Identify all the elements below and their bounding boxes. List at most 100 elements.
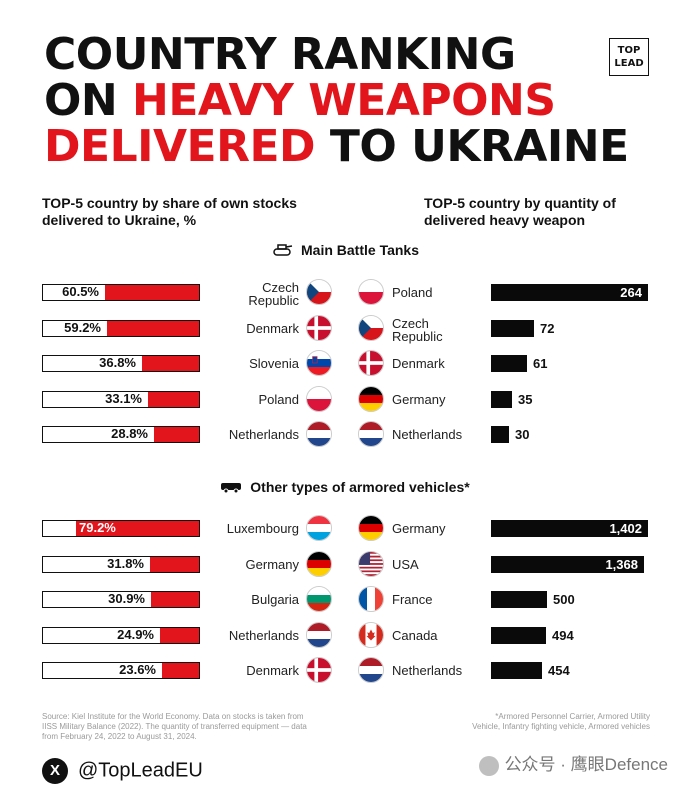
quantity-bar: [491, 626, 546, 644]
share-value-label: 60.5%: [62, 284, 99, 299]
share-country-label: Netherlands: [228, 427, 299, 442]
quantity-value-label: 35: [518, 391, 533, 407]
table-row: 79.2% Luxembourg Germany 1,402: [0, 515, 690, 541]
share-bar-frame: 60.5%: [42, 284, 200, 301]
quantity-country-label: France: [392, 592, 433, 607]
flag-fr-icon: [358, 586, 384, 612]
quantity-country-label: Denmark: [392, 356, 445, 371]
quantity-value-label: 1,368: [605, 556, 638, 572]
table-row: 31.8% Germany USA 1,368: [0, 550, 690, 577]
quantity-bar: [491, 319, 534, 337]
section-title-2: Other types of armored vehicles*: [0, 479, 690, 497]
wechat-icon: [478, 755, 499, 776]
quantity-country-line-2: Republic: [392, 328, 443, 344]
quantity-country-label: Netherlands: [392, 663, 463, 678]
footnote: *Armored Personnel Carrier, Armored Util…: [472, 712, 650, 732]
quantity-country-label: Germany: [392, 521, 446, 536]
flag-cz-icon: [358, 314, 384, 341]
share-bar: [154, 427, 199, 442]
share-country-label: Denmark: [246, 320, 299, 336]
share-bar: [142, 356, 199, 371]
share-value-label: 30.9%: [108, 591, 145, 606]
quantity-country-label: Canada: [392, 627, 438, 643]
left-subheading-line-2: delivered to Ukraine, %: [42, 212, 197, 228]
flag-us-icon: [358, 550, 384, 577]
table-row: 33.1% Poland Germany 35: [0, 385, 690, 412]
share-bar-frame: 23.6%: [42, 662, 200, 679]
share-bar-frame: 31.8%: [42, 555, 200, 573]
section-title-1: Main Battle Tanks: [0, 242, 690, 260]
quantity-value-label: 494: [552, 627, 574, 643]
section-title-text: Other types of armored vehicles*: [250, 479, 470, 495]
footnote-line-2: Vehicle, Infantry fighting vehicle, Armo…: [472, 722, 650, 731]
share-value-label: 36.8%: [99, 355, 136, 370]
toplead-logo: TOP LEAD: [609, 38, 649, 76]
share-value-label: 31.8%: [107, 555, 144, 571]
share-country-label: Czech Republic: [248, 281, 299, 307]
share-bar: [151, 592, 199, 607]
share-country-line-2: Republic: [248, 293, 299, 308]
quantity-value-label: 61: [533, 356, 548, 371]
share-bar: [162, 663, 199, 678]
page-title: COUNTRY RANKING ON HEAVY WEAPONS DELIVER…: [44, 32, 629, 170]
table-row: 36.8% Slovenia Denmark 61: [0, 350, 690, 376]
flag-de-icon: [358, 385, 384, 412]
table-row: 59.2% Denmark Czech Republic 72: [0, 314, 690, 343]
quantity-value-label: 30: [515, 427, 530, 442]
quantity-country-label: Netherlands: [392, 427, 463, 442]
flag-nl-icon: [306, 421, 332, 447]
quantity-bar: [491, 520, 648, 537]
share-bar: [160, 627, 199, 643]
footnote-line-1: *Armored Personnel Carrier, Armored Util…: [495, 712, 650, 721]
title-line-3-suffix: TO UKRAINE: [315, 121, 629, 172]
flag-cz-icon: [306, 279, 332, 305]
share-bar: [148, 391, 199, 407]
social-footer[interactable]: X @TopLeadEU: [42, 758, 203, 784]
quantity-bar: [491, 591, 547, 608]
flag-pl-icon: [306, 385, 332, 412]
source-note: Source: Kiel Institute for the World Eco…: [42, 712, 307, 742]
quantity-country-label: Czech Republic: [392, 317, 443, 343]
tank-icon: [271, 243, 293, 260]
share-country-label: Luxembourg: [226, 521, 299, 536]
share-value-label: 24.9%: [117, 626, 154, 642]
left-subheading-line-1: TOP-5 country by share of own stocks: [42, 195, 297, 211]
watermark: 公众号 · 鹰眼Defence: [478, 750, 668, 776]
quantity-value-label: 500: [553, 592, 575, 607]
flag-dk-icon: [306, 657, 332, 683]
flag-dk-icon: [306, 314, 332, 341]
table-row: 28.8% Netherlands Netherlands 30: [0, 421, 690, 447]
quantity-country-label: Poland: [392, 285, 433, 300]
flag-dk-icon: [358, 350, 384, 376]
flag-de-icon: [358, 515, 384, 541]
share-bar-frame: 79.2%: [42, 520, 200, 537]
armored-vehicle-icon: [220, 480, 242, 497]
right-subheading-line-2: delivered heavy weapon: [424, 212, 586, 228]
flag-nl-icon: [306, 621, 332, 648]
share-country-label: Bulgaria: [251, 592, 299, 607]
flag-nl-icon: [358, 421, 384, 447]
share-country-line-1: Czech: [262, 280, 299, 295]
quantity-value-label: 264: [620, 285, 642, 300]
title-line-3-highlight: DELIVERED: [44, 121, 316, 172]
logo-line-2: LEAD: [614, 58, 644, 69]
share-bar: [150, 556, 199, 572]
quantity-bar: [491, 662, 542, 679]
share-bar-frame: 28.8%: [42, 426, 200, 443]
quantity-country-label: Germany: [392, 391, 446, 407]
quantity-bar: [491, 426, 509, 443]
quantity-value-label: 454: [548, 663, 570, 678]
x-logo-icon: X: [42, 758, 68, 784]
share-country-label: Germany: [245, 556, 299, 572]
share-bar-frame: 30.9%: [42, 591, 200, 608]
share-value-label: 33.1%: [105, 390, 142, 406]
share-country-label: Slovenia: [249, 356, 299, 371]
flag-ca-icon: [358, 621, 384, 648]
quantity-value-label: 72: [540, 320, 555, 336]
flag-de-icon: [306, 550, 332, 577]
source-note-line-1: Source: Kiel Institute for the World Eco…: [42, 712, 304, 721]
share-bar: [107, 320, 199, 336]
left-subheading: TOP-5 country by share of own stocks del…: [42, 195, 297, 229]
right-subheading: TOP-5 country by quantity of delivered h…: [424, 195, 616, 229]
quantity-country-line-1: Czech: [392, 315, 429, 331]
